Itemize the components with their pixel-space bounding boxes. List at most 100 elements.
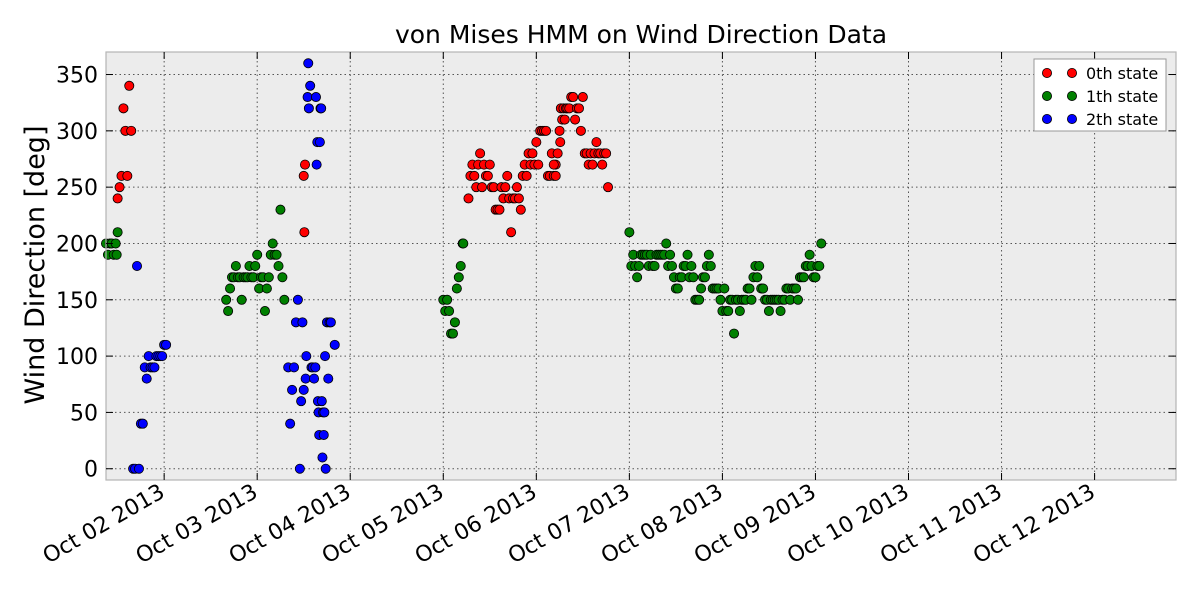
data-point xyxy=(320,463,331,474)
data-point xyxy=(317,452,328,463)
data-point xyxy=(149,362,160,373)
data-point xyxy=(118,103,129,114)
data-point xyxy=(521,170,532,181)
data-point xyxy=(444,306,455,317)
data-point xyxy=(754,260,765,271)
data-point xyxy=(126,125,137,136)
data-point xyxy=(661,238,672,249)
data-point xyxy=(667,260,678,271)
data-point xyxy=(301,351,312,362)
data-point xyxy=(758,283,769,294)
data-point xyxy=(300,373,311,384)
data-point xyxy=(161,339,172,350)
data-point xyxy=(325,317,336,328)
data-point xyxy=(746,294,757,305)
data-point xyxy=(289,362,300,373)
data-point xyxy=(477,182,488,193)
legend-box xyxy=(1033,58,1167,132)
data-point xyxy=(719,283,730,294)
y-tick-label: 350 xyxy=(56,64,98,89)
data-point xyxy=(329,339,340,350)
data-point xyxy=(305,80,316,91)
data-point xyxy=(763,306,774,317)
series-0 xyxy=(112,80,614,238)
data-point xyxy=(236,294,247,305)
data-point xyxy=(463,193,474,204)
data-point xyxy=(287,384,298,395)
data-point xyxy=(259,306,270,317)
legend-label: 0th state xyxy=(1086,64,1158,83)
data-point xyxy=(314,137,325,148)
data-point xyxy=(482,170,493,181)
data-point xyxy=(453,272,464,283)
legend-marker xyxy=(1067,91,1078,102)
data-point xyxy=(696,283,707,294)
y-tick-label: 0 xyxy=(84,458,98,483)
data-point xyxy=(591,137,602,148)
data-point xyxy=(570,114,581,125)
data-point xyxy=(494,204,505,215)
data-point xyxy=(320,351,331,362)
data-point xyxy=(303,58,314,69)
data-point xyxy=(275,204,286,215)
data-point xyxy=(451,283,462,294)
data-point xyxy=(475,148,486,159)
legend-marker xyxy=(1067,114,1078,125)
data-point xyxy=(814,260,825,271)
data-point xyxy=(791,283,802,294)
data-point xyxy=(587,159,598,170)
plot-frame xyxy=(105,51,1177,481)
data-point xyxy=(449,317,460,328)
data-point xyxy=(554,125,565,136)
data-point xyxy=(552,148,563,159)
data-point xyxy=(458,238,469,249)
data-point xyxy=(775,306,786,317)
data-point xyxy=(506,227,517,238)
data-point xyxy=(734,306,745,317)
y-tick-label: 200 xyxy=(56,232,98,257)
data-point xyxy=(112,227,123,238)
data-point xyxy=(141,373,152,384)
data-point xyxy=(513,193,524,204)
data-point xyxy=(541,125,552,136)
data-point xyxy=(502,170,513,181)
data-point xyxy=(124,80,135,91)
data-point xyxy=(533,159,544,170)
data-point xyxy=(575,125,586,136)
data-point xyxy=(550,170,561,181)
data-point xyxy=(299,227,310,238)
data-point xyxy=(298,384,309,395)
data-point xyxy=(137,418,148,429)
y-tick-label: 150 xyxy=(56,289,98,314)
data-point xyxy=(297,317,308,328)
data-point xyxy=(111,249,122,260)
data-point xyxy=(527,148,538,159)
data-point xyxy=(793,294,804,305)
data-point xyxy=(230,260,241,271)
legend-marker xyxy=(1067,68,1078,79)
data-point xyxy=(132,260,143,271)
data-point xyxy=(694,294,705,305)
data-point xyxy=(122,170,133,181)
data-point xyxy=(311,159,322,170)
data-point xyxy=(559,114,570,125)
data-point xyxy=(555,137,566,148)
legend-marker xyxy=(1042,91,1053,102)
y-tick-label: 250 xyxy=(56,176,98,201)
data-point xyxy=(705,260,716,271)
data-point xyxy=(292,294,303,305)
data-point xyxy=(271,249,282,260)
data-point xyxy=(442,294,453,305)
data-point xyxy=(157,351,168,362)
data-point xyxy=(319,407,330,418)
data-point xyxy=(632,272,643,283)
data-point xyxy=(273,260,284,271)
data-point xyxy=(723,306,734,317)
data-point xyxy=(577,92,588,103)
data-point xyxy=(699,272,710,283)
data-point xyxy=(686,260,697,271)
data-point xyxy=(568,92,579,103)
data-point xyxy=(703,249,714,260)
